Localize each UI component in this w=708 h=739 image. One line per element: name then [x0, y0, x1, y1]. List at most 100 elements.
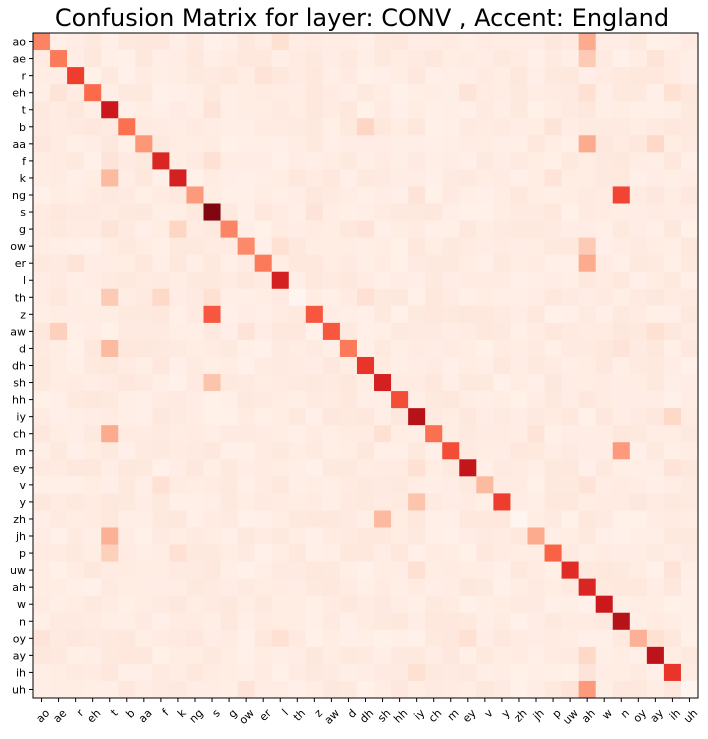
heatmap-cell-w-hh [391, 595, 409, 614]
heatmap-cell-f-uh [680, 152, 699, 170]
heatmap-cell-ah-m [442, 578, 460, 597]
heatmap-cell-p-l [271, 544, 290, 562]
heatmap-cell-l-aw [322, 271, 341, 290]
heatmap-cell-er-ay [646, 254, 665, 273]
heatmap-cell-y-v [476, 493, 494, 511]
heatmap-cell-th-d [339, 288, 358, 307]
heatmap-cell-p-th [288, 544, 307, 562]
heatmap-cell-ow-sh [374, 237, 392, 256]
heatmap-cell-n-b [118, 612, 136, 631]
heatmap-cell-g-l [271, 220, 290, 239]
heatmap-cell-b-ay [646, 118, 665, 136]
heatmap-cell-dh-t [101, 356, 119, 375]
x-tick-label: n [618, 707, 632, 721]
heatmap-cell-ng-d [339, 186, 358, 204]
heatmap-cell-b-uh [680, 118, 699, 136]
heatmap-cell-ah-n [612, 578, 631, 597]
heatmap-cell-ng-sh [374, 186, 392, 204]
heatmap-cell-y-ah [578, 493, 597, 511]
heatmap-cell-uw-uh [680, 561, 699, 580]
heatmap-cell-l-dh [356, 271, 375, 290]
heatmap-cell-th-sh [374, 288, 392, 307]
heatmap-cell-aw-ae [50, 322, 68, 341]
heatmap-cell-ch-hh [391, 425, 409, 443]
heatmap-cell-ay-jh [527, 646, 545, 665]
heatmap-cell-ao-k [169, 33, 187, 51]
heatmap-cell-hh-s [203, 391, 221, 409]
heatmap-cell-sh-v [476, 374, 494, 392]
heatmap-cell-oy-ow [237, 629, 256, 648]
heatmap-cell-ch-oy [629, 425, 648, 443]
heatmap-cell-v-w [595, 476, 614, 494]
heatmap-cell-r-g [220, 67, 239, 85]
heatmap-cell-l-k [169, 271, 187, 290]
heatmap-cell-ng-r [67, 186, 85, 204]
heatmap-cell-z-v [476, 305, 494, 324]
heatmap-cell-ch-t [101, 425, 119, 443]
heatmap-cell-sh-hh [391, 374, 409, 392]
heatmap-cell-er-n [612, 254, 631, 273]
heatmap-cell-ah-w [595, 578, 614, 597]
heatmap-cell-m-uw [561, 442, 580, 460]
heatmap-cell-ow-th [288, 237, 307, 256]
x-tick-label: l [280, 707, 291, 718]
heatmap-cell-hh-oy [629, 391, 648, 409]
y-tick-label: aa [13, 138, 26, 151]
heatmap-cell-hh-ng [186, 391, 204, 409]
heatmap-cell-y-aa [135, 493, 153, 511]
heatmap-cell-hh-ah [578, 391, 597, 409]
heatmap-cell-v-th [288, 476, 307, 494]
y-tick-label: ey [13, 462, 27, 475]
heatmap-cell-ch-iy [408, 425, 426, 443]
heatmap-cell-n-iy [408, 612, 426, 631]
heatmap-cell-z-g [220, 305, 239, 324]
heatmap-cell-zh-zh [510, 510, 528, 528]
heatmap-cell-ey-k [169, 459, 187, 477]
heatmap-cell-v-b [118, 476, 136, 494]
heatmap-cell-m-ay [646, 442, 665, 460]
heatmap-cell-sh-g [220, 374, 239, 392]
heatmap-cell-s-ey [459, 203, 477, 221]
heatmap-cell-ch-l [271, 425, 290, 443]
heatmap-cell-t-t [101, 101, 119, 119]
heatmap-cell-l-uh [680, 271, 699, 290]
heatmap-cell-n-er [254, 612, 273, 631]
heatmap-cell-v-aa [135, 476, 153, 494]
heatmap-cell-aw-uw [561, 322, 580, 341]
heatmap-cell-aw-jh [527, 322, 545, 341]
heatmap-cell-s-f [152, 203, 170, 221]
heatmap-cell-aa-n [612, 135, 631, 153]
heatmap-cell-ae-ch [425, 50, 443, 68]
heatmap-cell-zh-ah [578, 510, 597, 528]
heatmap-cell-n-l [271, 612, 290, 631]
heatmap-cell-m-sh [374, 442, 392, 460]
heatmap-cell-ah-sh [374, 578, 392, 597]
heatmap-cell-aw-iy [408, 322, 426, 341]
heatmap-cell-n-n [612, 612, 631, 631]
heatmap-cell-ey-ow [237, 459, 256, 477]
heatmap-cell-ch-aa [135, 425, 153, 443]
heatmap-cell-er-t [101, 254, 119, 273]
heatmap-cell-z-ao [33, 305, 51, 324]
heatmap-cell-d-t [101, 339, 119, 358]
heatmap-cell-ch-ay [646, 425, 665, 443]
heatmap-cell-ow-t [101, 237, 119, 256]
heatmap-cell-ey-s [203, 459, 221, 477]
heatmap-cell-m-ng [186, 442, 204, 460]
heatmap-cell-aw-er [254, 322, 273, 341]
heatmap-cell-y-l [271, 493, 290, 511]
heatmap-cell-eh-t [101, 84, 119, 102]
heatmap-cell-ae-f [152, 50, 170, 68]
heatmap-cell-n-ih [663, 612, 682, 631]
heatmap-cell-dh-ow [237, 356, 256, 375]
heatmap-cell-p-d [339, 544, 358, 562]
heatmap-cell-zh-t [101, 510, 119, 528]
heatmap-cell-s-v [476, 203, 494, 221]
heatmap-cell-y-ae [50, 493, 68, 511]
heatmap-cell-g-er [254, 220, 273, 239]
heatmap-cell-r-ch [425, 67, 443, 85]
heatmap-cell-l-zh [510, 271, 528, 290]
heatmap-cell-g-th [288, 220, 307, 239]
heatmap-cell-zh-n [612, 510, 631, 528]
heatmap-cell-oy-b [118, 629, 136, 648]
